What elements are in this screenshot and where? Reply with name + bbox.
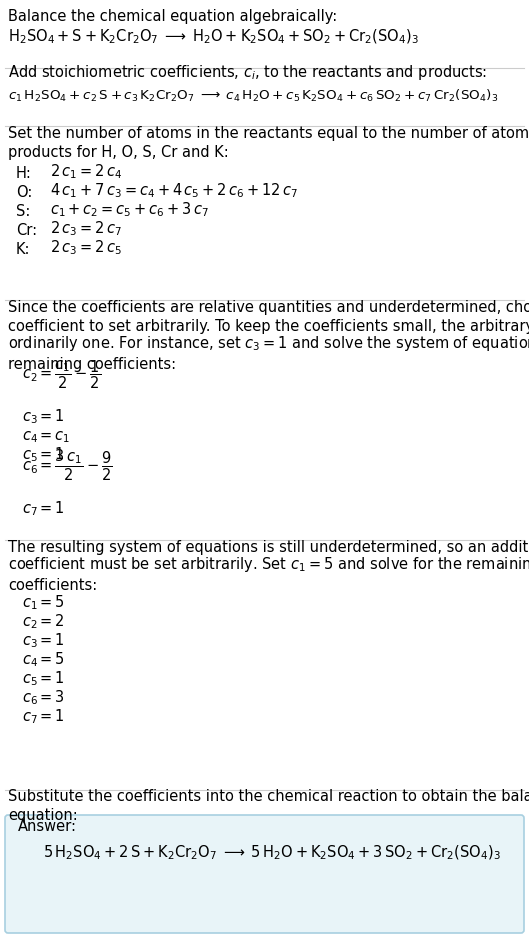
Text: $c_1\,\mathrm{H_2SO_4} + c_2\,\mathrm{S} + c_3\,\mathrm{K_2Cr_2O_7} \;\longright: $c_1\,\mathrm{H_2SO_4} + c_2\,\mathrm{S}… (8, 88, 498, 104)
Text: remaining coefficients:: remaining coefficients: (8, 357, 176, 372)
Text: $2\,c_1 = 2\,c_4$: $2\,c_1 = 2\,c_4$ (50, 162, 122, 181)
Text: $c_1 = 5$: $c_1 = 5$ (22, 593, 65, 612)
Text: $c_5 = 1$: $c_5 = 1$ (22, 446, 65, 464)
Text: $2\,c_3 = 2\,c_7$: $2\,c_3 = 2\,c_7$ (50, 219, 122, 238)
Text: H:: H: (16, 166, 32, 181)
Text: coefficient to set arbitrarily. To keep the coefficients small, the arbitrary va: coefficient to set arbitrarily. To keep … (8, 319, 529, 334)
Text: $\mathrm{H_2SO_4 + S + K_2Cr_2O_7 \;\longrightarrow\; H_2O + K_2SO_4 + SO_2 + Cr: $\mathrm{H_2SO_4 + S + K_2Cr_2O_7 \;\lon… (8, 27, 419, 46)
Text: $c_4 = c_1$: $c_4 = c_1$ (22, 430, 70, 445)
Text: Add stoichiometric coefficients, $c_i$, to the reactants and products:: Add stoichiometric coefficients, $c_i$, … (8, 63, 487, 82)
Text: K:: K: (16, 242, 31, 257)
Text: Substitute the coefficients into the chemical reaction to obtain the balanced: Substitute the coefficients into the che… (8, 789, 529, 804)
Text: Balance the chemical equation algebraically:: Balance the chemical equation algebraica… (8, 9, 338, 24)
Text: $c_4 = 5$: $c_4 = 5$ (22, 650, 65, 669)
Text: $c_2 = \dfrac{c_1}{2} - \dfrac{1}{2}$: $c_2 = \dfrac{c_1}{2} - \dfrac{1}{2}$ (22, 359, 101, 391)
Text: O:: O: (16, 185, 32, 200)
Text: $c_7 = 1$: $c_7 = 1$ (22, 707, 65, 726)
Text: $c_3 = 1$: $c_3 = 1$ (22, 632, 65, 650)
Text: S:: S: (16, 204, 30, 219)
Text: $c_7 = 1$: $c_7 = 1$ (22, 499, 65, 518)
Text: ordinarily one. For instance, set $c_3 = 1$ and solve the system of equations fo: ordinarily one. For instance, set $c_3 =… (8, 334, 529, 353)
Text: $c_2 = 2$: $c_2 = 2$ (22, 613, 65, 631)
Text: $c_6 = \dfrac{3\,c_1}{2} - \dfrac{9}{2}$: $c_6 = \dfrac{3\,c_1}{2} - \dfrac{9}{2}$ (22, 447, 113, 483)
Text: $2\,c_3 = 2\,c_5$: $2\,c_3 = 2\,c_5$ (50, 238, 122, 257)
Text: $c_5 = 1$: $c_5 = 1$ (22, 669, 65, 688)
Text: Cr:: Cr: (16, 223, 37, 238)
Text: $c_1 + c_2 = c_5 + c_6 + 3\,c_7$: $c_1 + c_2 = c_5 + c_6 + 3\,c_7$ (50, 200, 209, 219)
Text: equation:: equation: (8, 808, 78, 823)
Text: $c_3 = 1$: $c_3 = 1$ (22, 407, 65, 426)
Text: The resulting system of equations is still underdetermined, so an additional: The resulting system of equations is sti… (8, 540, 529, 555)
Text: products for H, O, S, Cr and K:: products for H, O, S, Cr and K: (8, 145, 229, 160)
FancyBboxPatch shape (5, 815, 524, 933)
Text: Since the coefficients are relative quantities and underdetermined, choose a: Since the coefficients are relative quan… (8, 300, 529, 315)
Text: coefficient must be set arbitrarily. Set $c_1 = 5$ and solve for the remaining: coefficient must be set arbitrarily. Set… (8, 555, 529, 574)
Text: Set the number of atoms in the reactants equal to the number of atoms in the: Set the number of atoms in the reactants… (8, 126, 529, 141)
Text: Answer:: Answer: (18, 819, 77, 834)
Text: $5\,\mathrm{H_2SO_4} + 2\,\mathrm{S} + \mathrm{K_2Cr_2O_7} \;\longrightarrow\; 5: $5\,\mathrm{H_2SO_4} + 2\,\mathrm{S} + \… (43, 844, 500, 862)
Text: coefficients:: coefficients: (8, 578, 97, 593)
Text: $c_6 = 3$: $c_6 = 3$ (22, 688, 65, 707)
Text: $4\,c_1 + 7\,c_3 = c_4 + 4\,c_5 + 2\,c_6 + 12\,c_7$: $4\,c_1 + 7\,c_3 = c_4 + 4\,c_5 + 2\,c_6… (50, 181, 298, 200)
